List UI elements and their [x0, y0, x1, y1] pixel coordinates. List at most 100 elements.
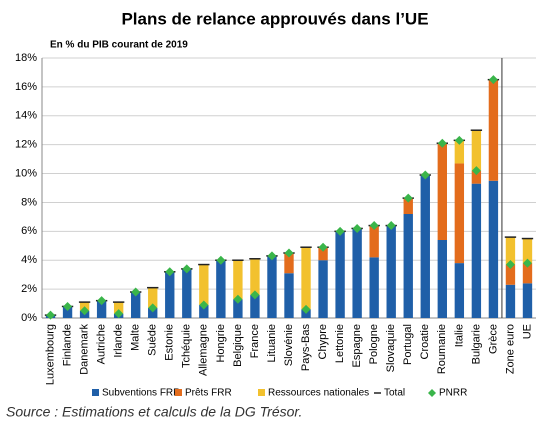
bar-segment: [403, 198, 413, 214]
x-tick-label: UE: [521, 324, 533, 339]
x-tick-label: Portugal: [402, 324, 414, 365]
pnrr-marker: [267, 251, 277, 261]
x-tick-label: Croatie: [419, 324, 431, 359]
pnrr-marker: [46, 310, 56, 320]
legend-swatch: [92, 389, 99, 396]
bar-segment: [488, 180, 499, 318]
bar-segment: [471, 183, 482, 318]
bar-segment: [437, 240, 447, 318]
x-tick-label: Bulgarie: [470, 324, 482, 364]
y-tick-label: 18%: [15, 52, 37, 64]
pnrr-marker: [488, 75, 498, 85]
pnrr-marker: [301, 304, 311, 314]
legend-swatch: [428, 389, 436, 397]
pnrr-marker: [199, 300, 209, 310]
pnrr-marker: [97, 296, 107, 306]
bar-segment: [301, 247, 311, 310]
legend-label: Subventions FRR: [102, 388, 180, 399]
x-tick-label: Italie: [453, 324, 465, 347]
pnrr-marker: [522, 258, 532, 268]
y-tick-label: 12%: [15, 139, 37, 151]
pnrr-marker: [148, 303, 158, 313]
bar-segment: [267, 255, 277, 318]
y-tick-label: 14%: [15, 110, 37, 122]
bar-segment: [62, 306, 73, 318]
source: Source : Estimations et calculs de la DG…: [6, 404, 302, 420]
bar-segment: [352, 228, 362, 318]
x-tick-label: Autriche: [96, 324, 108, 364]
bar-segment: [420, 175, 430, 318]
bar-segment: [199, 305, 209, 318]
legend-swatch: [258, 389, 265, 396]
pnrr-marker: [80, 306, 90, 316]
y-tick-label: 8%: [21, 196, 37, 208]
bar-segment: [454, 140, 465, 164]
pnrr-marker: [131, 287, 141, 297]
bar-segment: [369, 225, 379, 258]
legend-label: PNRR: [439, 388, 467, 399]
pnrr-marker: [369, 221, 379, 231]
bar-segment: [522, 263, 533, 284]
pnrr-marker: [318, 242, 328, 252]
bar-segment: [454, 263, 465, 318]
bar-segment: [148, 287, 158, 308]
pnrr-marker: [165, 267, 175, 277]
y-tick-label: 16%: [15, 81, 37, 93]
x-tick-label: Allemagne: [198, 324, 210, 376]
y-tick-label: 0%: [21, 312, 37, 324]
x-tick-label: Espagne: [351, 324, 363, 367]
chart-subtitle: En % du PIB courant de 2019: [50, 40, 188, 51]
bar-segment: [216, 260, 226, 318]
bar-segment: [437, 143, 447, 240]
bar-segment: [386, 225, 396, 318]
bar-segment: [488, 79, 499, 181]
x-tick-label: France: [249, 324, 261, 358]
bar-segment: [233, 260, 243, 300]
bar-segment: [131, 292, 141, 318]
bar-segment: [471, 170, 482, 184]
x-tick-label: Malte: [130, 324, 142, 351]
pnrr-marker: [352, 223, 362, 233]
x-tick-label: Pologne: [368, 324, 380, 364]
pnrr-marker: [386, 221, 396, 231]
pnrr-marker: [114, 309, 124, 319]
legend-label: Total: [384, 388, 405, 399]
bar-segment: [522, 238, 533, 264]
x-tick-label: Danemark: [78, 324, 90, 375]
x-tick-label: Tchéquie: [181, 324, 193, 368]
x-tick-label: Luxembourg: [44, 324, 56, 385]
x-tick-label: Finlande: [61, 324, 73, 366]
pnrr-marker: [284, 248, 294, 258]
pnrr-marker: [420, 170, 430, 180]
x-tick-label: Pays-Bas: [300, 324, 312, 372]
pnrr-marker: [250, 290, 260, 300]
x-tick-label: Grèce: [487, 324, 499, 354]
bar-segment: [199, 264, 209, 305]
pnrr-marker: [505, 260, 515, 270]
pnrr-marker: [403, 193, 413, 203]
bar-segment: [335, 231, 345, 318]
x-tick-label: Chypre: [317, 324, 329, 359]
y-tick-label: 4%: [21, 254, 37, 266]
x-tick-label: Roumanie: [436, 324, 448, 374]
bar-segment: [250, 294, 260, 318]
bar-segment: [454, 163, 465, 264]
bar-segment: [471, 130, 482, 171]
y-tick-label: 2%: [21, 283, 37, 295]
bar-segment: [250, 258, 260, 295]
bar-segment: [233, 299, 243, 318]
bar-segment: [148, 307, 158, 318]
x-tick-label: Slovénie: [283, 324, 295, 366]
pnrr-marker: [182, 264, 192, 274]
y-tick-label: 6%: [21, 225, 37, 237]
bar-segment: [182, 268, 192, 318]
x-tick-label: Irlande: [113, 324, 125, 358]
bar-segment: [113, 302, 124, 314]
bar-segment: [369, 257, 379, 318]
pnrr-marker: [437, 138, 447, 148]
x-tick-label: Estonie: [164, 324, 176, 361]
x-tick-label: Lettonie: [334, 324, 346, 363]
bar-segment: [505, 237, 516, 265]
pnrr-marker: [471, 166, 481, 176]
bar-segment: [403, 214, 413, 318]
